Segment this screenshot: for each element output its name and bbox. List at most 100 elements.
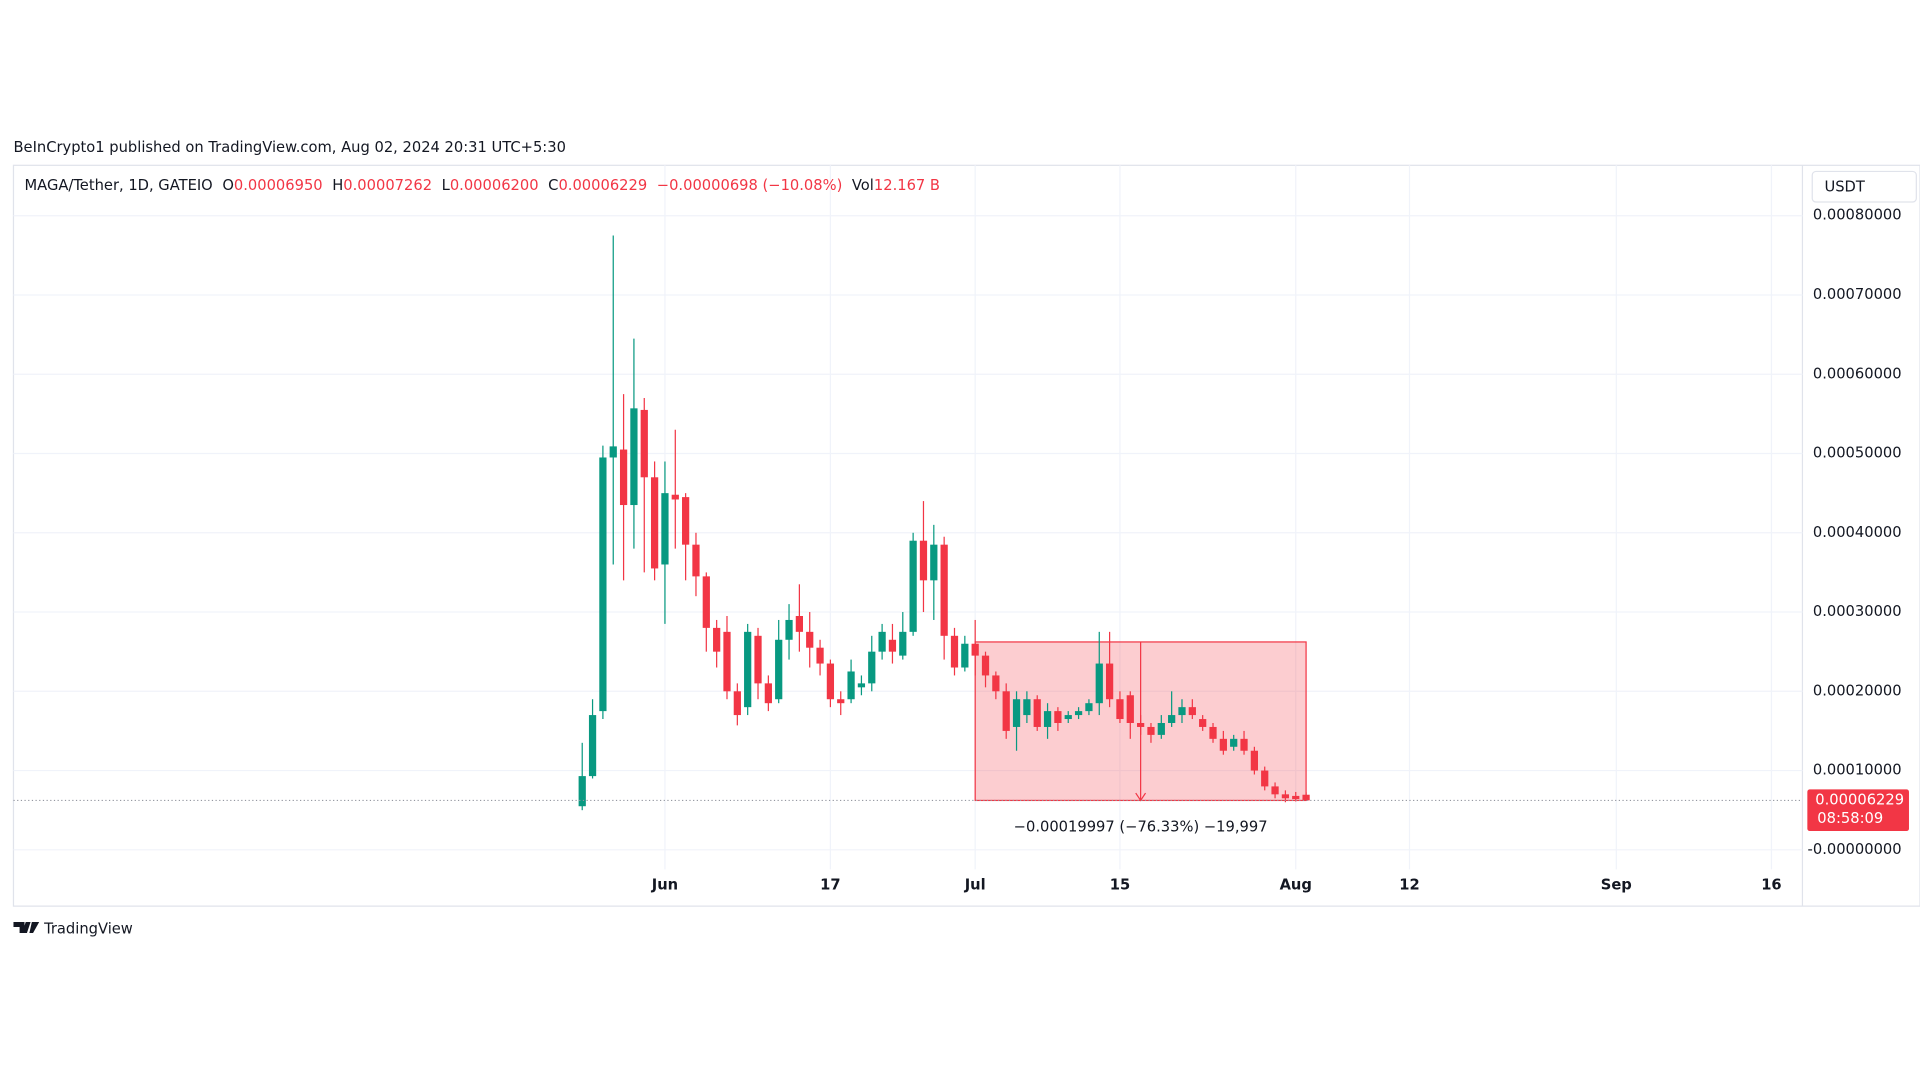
candle-body [1230,738,1238,747]
candle-body [1002,691,1010,731]
candle-body [630,408,638,506]
candle-body [878,631,886,652]
grid [13,165,1803,870]
measure-label: −0.00019997 (−76.33%) −19,997 [1014,818,1268,835]
candle-body [1168,715,1176,723]
x-tick-label: Aug [1280,876,1312,893]
countdown: 08:58:09 [1817,810,1883,827]
candle-body [1023,699,1031,716]
candle-body [1105,663,1114,700]
y-tick-label: 0.00030000 [1813,603,1902,620]
candle-body [640,409,648,478]
brand: TradingView [43,920,133,937]
legend-change: −0.00000698 (−10.08%) [657,177,843,194]
candle-body [1043,711,1052,727]
candle-body [888,639,897,652]
logo-mark [13,922,40,934]
y-tick-label: 0.00020000 [1813,682,1902,699]
candle-body [1074,711,1083,716]
candle-body [619,449,628,506]
y-tick-label: 0.00070000 [1813,286,1902,303]
candle-body [785,619,793,640]
x-tick-label: Jul [964,876,986,893]
y-tick-label: 0.00080000 [1813,207,1902,224]
candle-body [1085,703,1093,712]
candle-body [609,446,617,458]
legend-value: 0.00006950 [234,177,323,194]
candle-body [588,715,597,777]
candle-body [930,544,938,581]
candle-body [1095,663,1103,704]
candle-body [744,631,752,708]
candle-body [733,691,741,716]
candle-body [754,635,762,684]
candle-body [1064,715,1072,720]
y-tick-label: -0.00000000 [1808,841,1902,858]
x-tick-label: 12 [1399,876,1419,893]
x-tick-label: Sep [1601,876,1632,893]
candle-body [940,544,948,636]
y-tick-label: 0.00010000 [1813,762,1902,779]
candle-body [1126,695,1134,723]
candle-body [971,643,979,656]
legend-key: L [442,177,451,194]
measure-tool: −0.00019997 (−76.33%) −19,997 [974,641,1307,835]
candle-body [950,635,959,668]
y-tick-label: 0.00040000 [1813,524,1902,541]
measure-arrowhead [1135,792,1147,802]
legend-key: O [222,177,234,194]
x-tick-label: 17 [820,876,840,893]
candle-body [806,631,814,648]
candle-body [909,540,917,632]
candle-body [1033,699,1041,727]
candle-body [1178,707,1186,716]
candle-body [1157,722,1165,735]
candle-body [702,576,710,628]
symbol: MAGA/Tether, 1D, GATEIO [24,177,212,194]
legend: MAGA/Tether, 1D, GATEIO O0.00006950 H0.0… [24,177,940,194]
currency-label[interactable]: USDT [1824,178,1865,195]
candle-body [723,631,731,692]
candle-body [1240,738,1248,751]
candle-body [1209,726,1217,739]
candle-body [1054,711,1062,723]
legend-key: Vol [852,177,874,194]
currency-button[interactable] [1811,170,1917,203]
candle-body [1012,699,1021,727]
candle-body [1302,794,1310,801]
candle-body [868,651,876,684]
y-tick-label: 0.00050000 [1813,445,1902,462]
axes: -0.00000000 0.00010000 0.00020000 0.0003000… [13,207,1909,893]
candle-body [826,663,835,700]
candle-body [1116,699,1124,720]
candle-body [1261,770,1269,787]
candle-body [857,683,866,688]
candle-body [775,639,783,700]
chart-frame [12,164,1920,907]
candle-body [599,457,607,712]
candle-body [795,615,803,632]
candle-body [661,493,669,565]
x-tick-label: 16 [1761,876,1781,893]
candle-body [1250,750,1258,771]
candle-body [1188,707,1196,716]
legend-value: 0.00006229 [558,177,647,194]
candle-body [981,655,990,676]
x-tick-label: Jun [651,876,678,893]
publish-line: BeInCrypto1 published on TradingView.com… [13,139,565,156]
candle-body [961,643,969,668]
candle-body [899,631,907,656]
candle-body [692,544,700,577]
candle-body [1292,795,1300,800]
candle-body [671,494,679,500]
candle-body [1219,738,1227,751]
candle-body [847,671,855,700]
candle-body [837,699,845,704]
candles [578,235,1310,811]
legend-value: 12.167 B [874,177,940,194]
candle-body [1281,794,1290,799]
brand-logo: TradingView [13,920,133,937]
candle-body [919,540,928,581]
legend-value: 0.00007262 [343,177,432,194]
